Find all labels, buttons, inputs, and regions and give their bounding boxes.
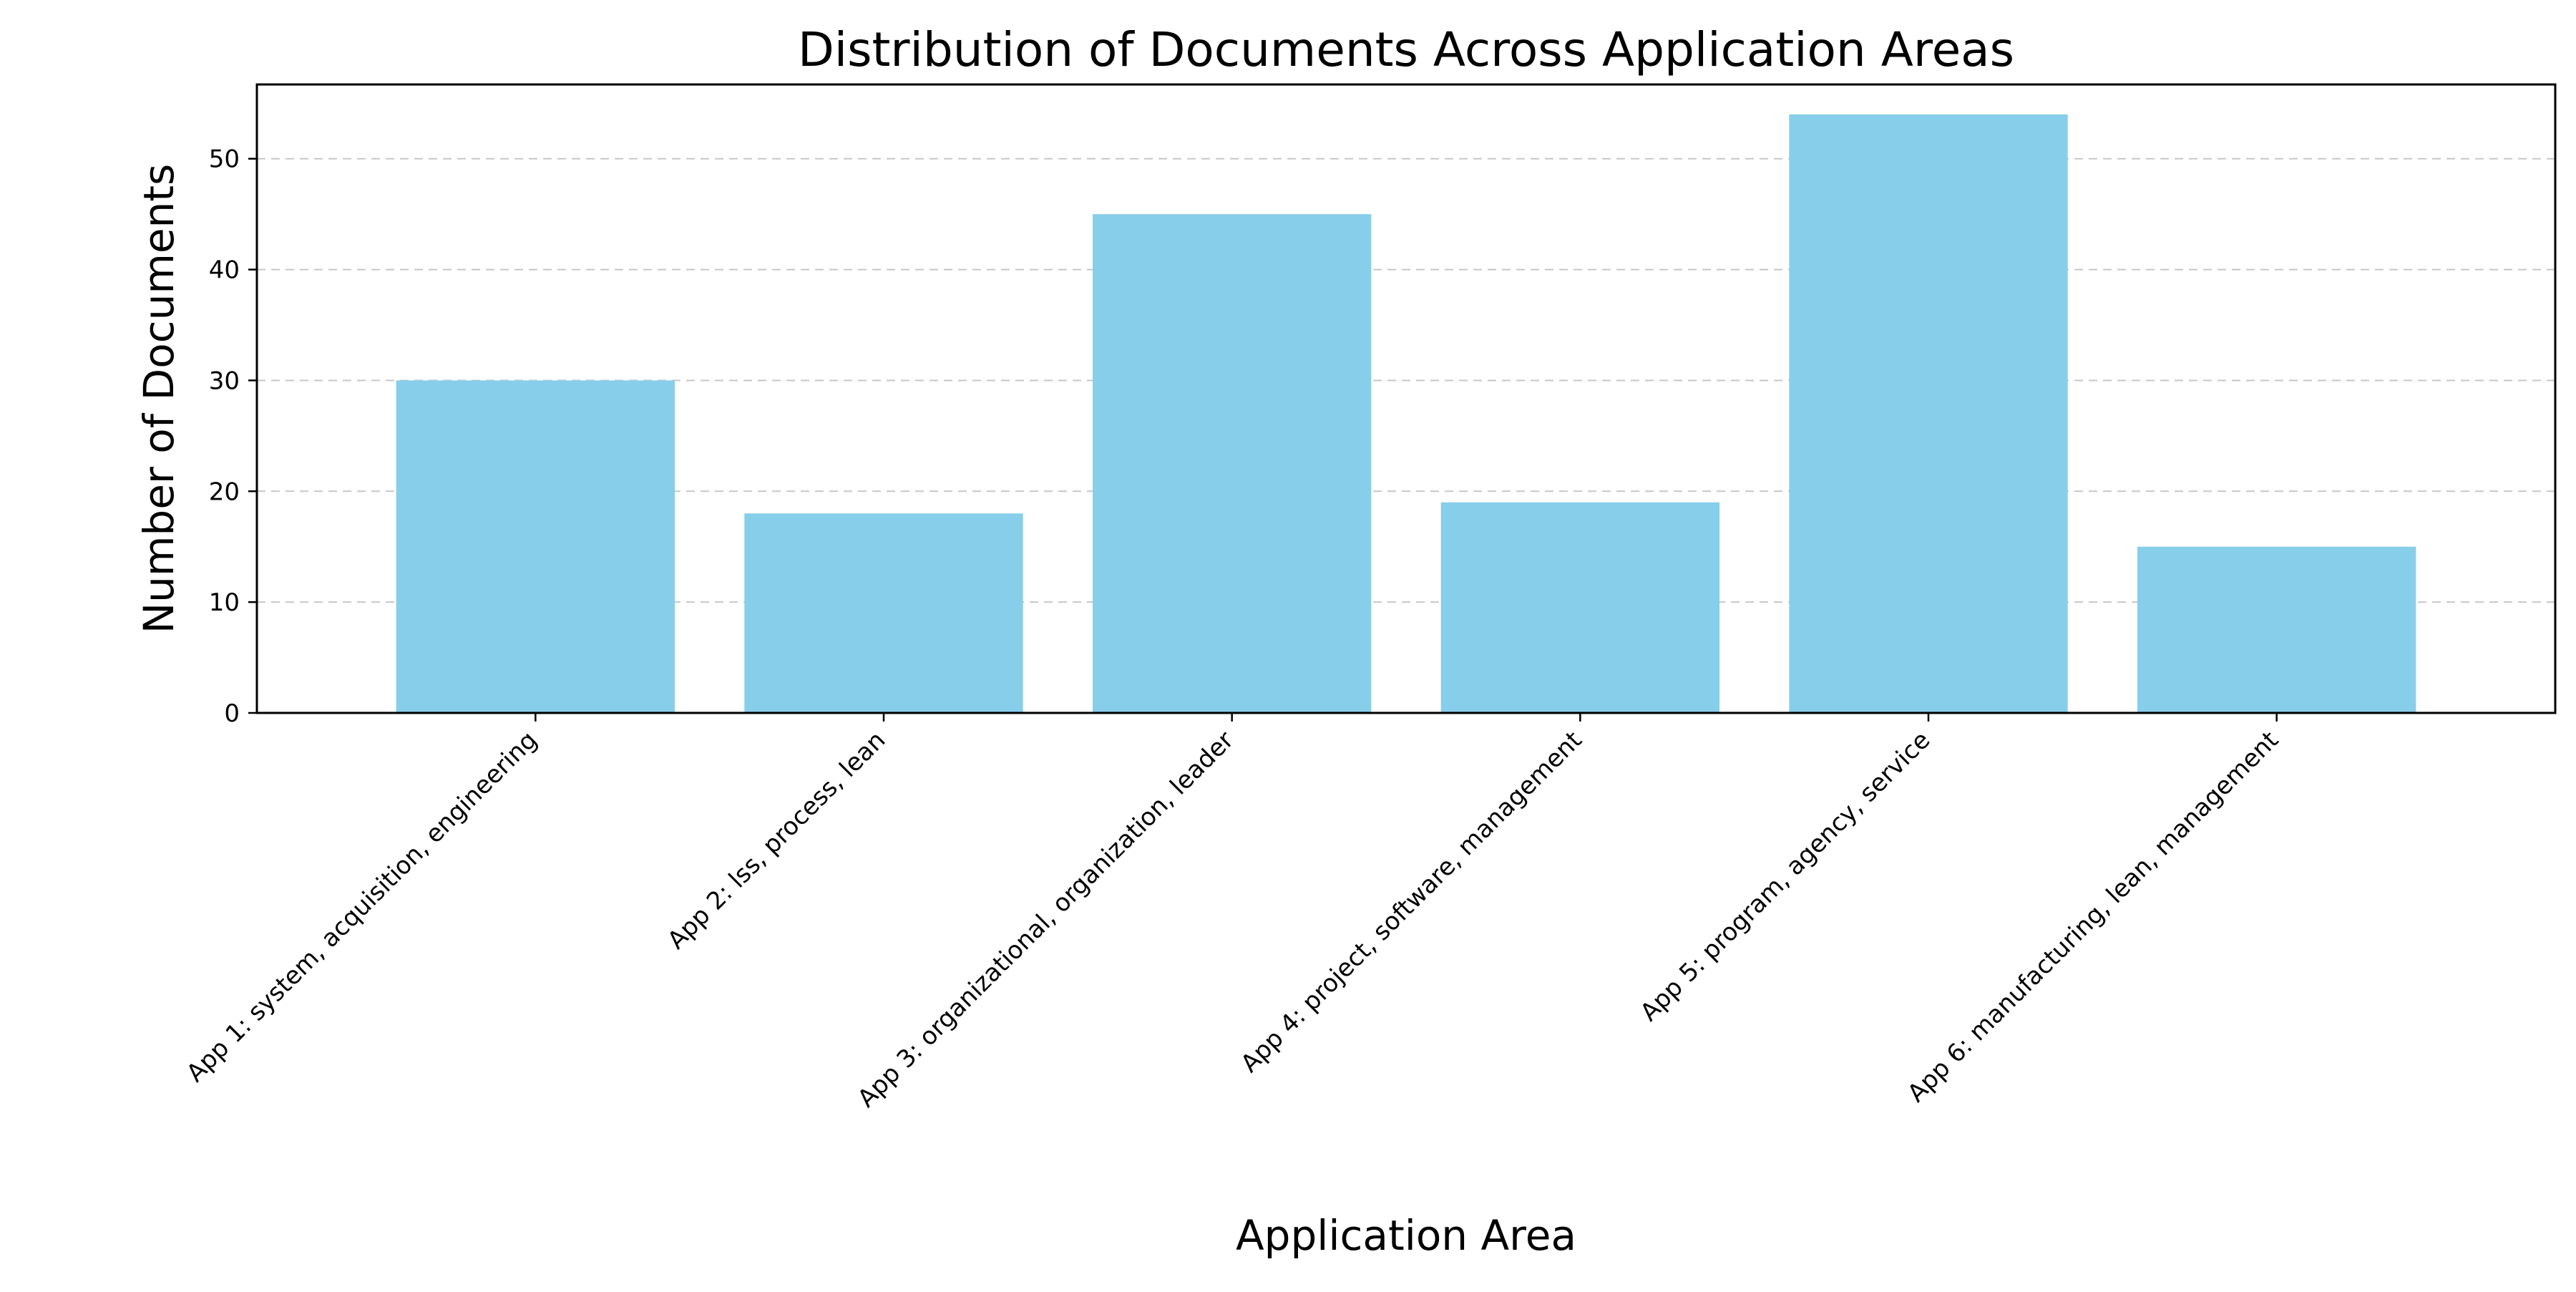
y-axis-title: Number of Documents xyxy=(135,164,183,633)
chart-title: Distribution of Documents Across Applica… xyxy=(798,22,2014,77)
bar-2 xyxy=(744,513,1023,713)
y-tick-label: 50 xyxy=(209,145,240,174)
plot-frame xyxy=(255,83,2557,714)
bar-1 xyxy=(396,380,675,713)
y-tick-label: 30 xyxy=(209,366,240,395)
x-axis-title: Application Area xyxy=(1236,1211,1576,1260)
y-tick-label: 20 xyxy=(209,477,240,506)
y-tick-label: 40 xyxy=(209,256,240,285)
bar-5 xyxy=(1789,114,2068,714)
y-tick-label: 10 xyxy=(209,588,240,617)
y-tick-label: 0 xyxy=(224,699,240,728)
bar-6 xyxy=(2137,546,2416,713)
bar-3 xyxy=(1093,214,1372,714)
bar-4 xyxy=(1440,502,1719,713)
